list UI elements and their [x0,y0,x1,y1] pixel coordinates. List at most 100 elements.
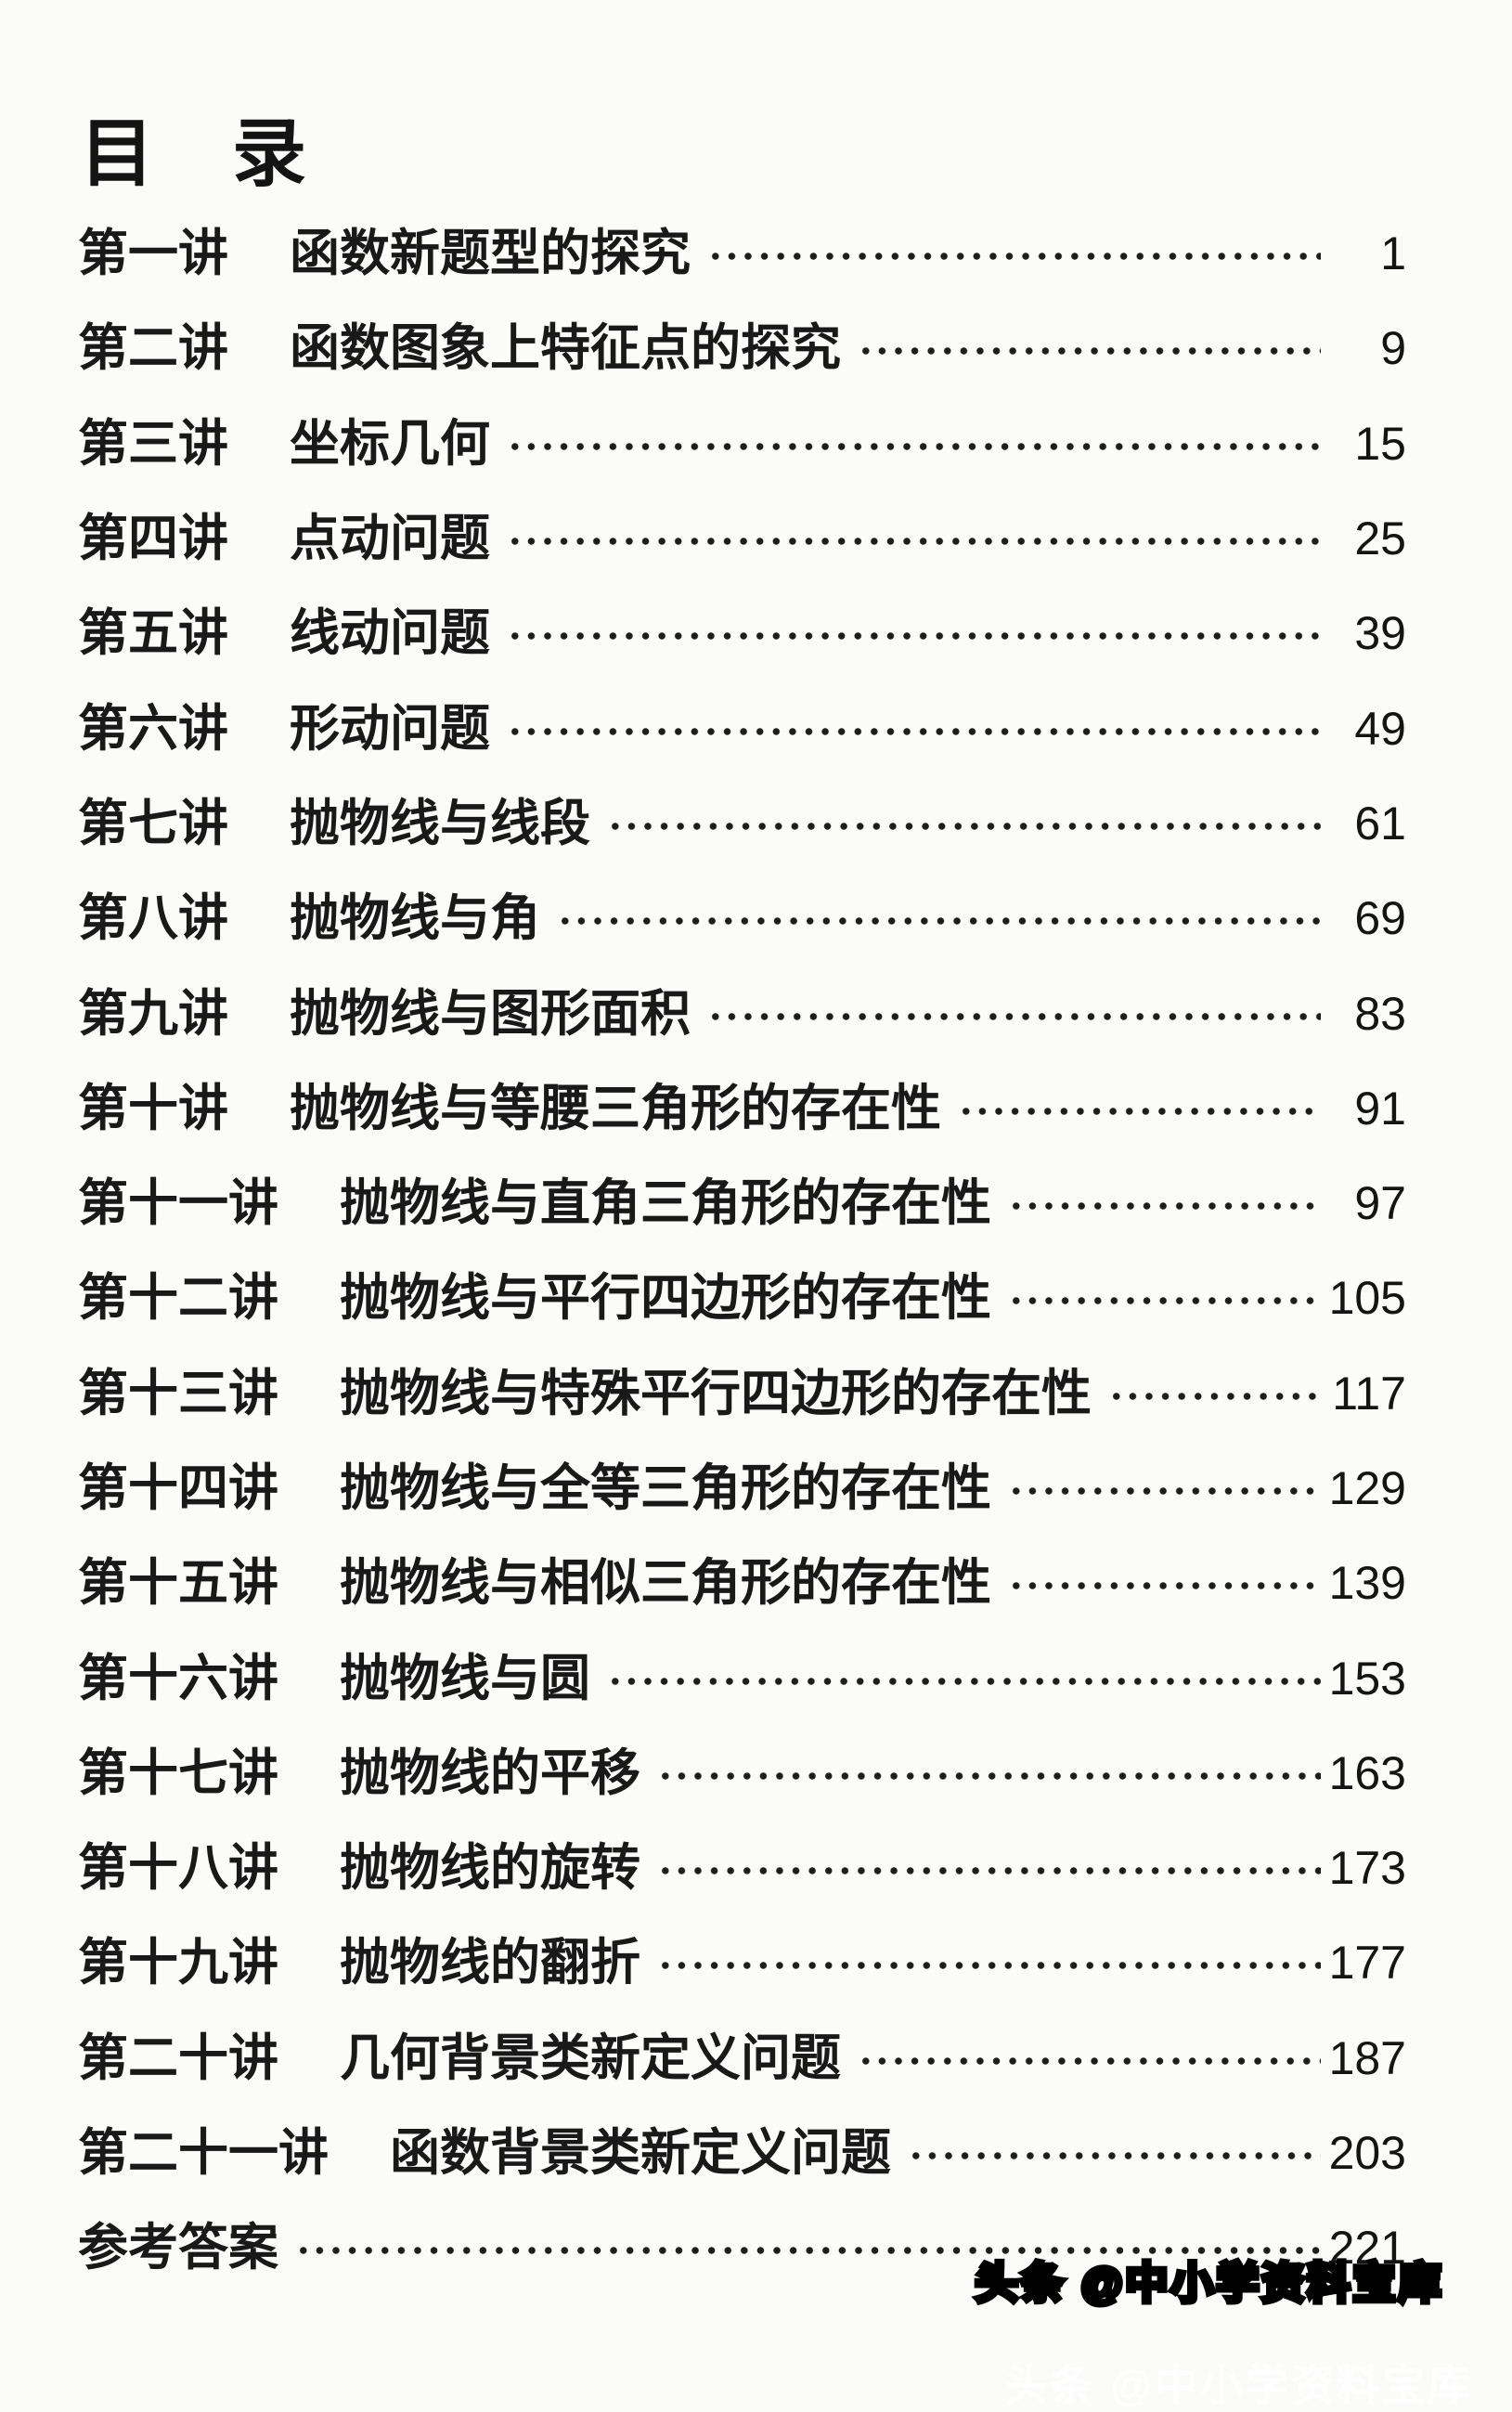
toc-entry-title: 抛物线与角 [290,890,540,947]
watermark-footer: 头条 @中小学资料宝库 头条 @中小学资料宝库 [973,2256,1473,2412]
toc-entry: 第十七讲 抛物线的平移 163 [78,1726,1406,1821]
toc-dot-leader [657,1770,1321,1782]
toc-entry-title: 抛物线与全等三角形的存在性 [340,1460,991,1516]
toc-entry-label: 第十八讲 [78,1840,278,1897]
toc-dot-leader [958,1105,1321,1117]
toc-dot-leader [295,2245,1321,2257]
toc-entry: 第九讲 抛物线与图形面积 83 [78,966,1406,1060]
toc-entry-title: 抛物线与平行四边形的存在性 [340,1270,991,1327]
toc-entry-label: 第十七讲 [78,1744,278,1801]
toc-entry-page: 15 [1354,417,1406,470]
toc-entry-label: 第一讲 [78,226,228,282]
toc-entry-page: 153 [1328,1652,1406,1705]
toc-entry: 第十二讲 抛物线与平行四边形的存在性 105 [78,1251,1406,1345]
toc-entry-page: 163 [1328,1746,1406,1799]
toc-entry: 第七讲 抛物线与线段 61 [78,776,1406,871]
toc-entry-page: 61 [1354,797,1406,849]
toc-entry: 第十九讲 抛物线的翻折 177 [78,1915,1406,2010]
toc-entry: 第三讲 坐标几何 15 [78,396,1406,491]
toc-entry-page: 187 [1328,2031,1406,2084]
toc-entry-page: 25 [1354,512,1406,565]
toc-entry-title: 函数新题型的探究 [290,226,691,282]
toc-list: 第一讲 函数新题型的探究 1 第二讲 函数图象上特征点的探究 9 第三讲 坐标几… [78,206,1406,2296]
toc-entry: 第十一讲 抛物线与直角三角形的存在性 97 [78,1156,1406,1251]
toc-entry: 第四讲 点动问题 25 [78,491,1406,586]
toc-dot-leader [607,820,1321,832]
toc-entry-title: 抛物线与特殊平行四边形的存在性 [340,1365,1092,1421]
toc-dot-leader [557,915,1321,927]
toc-dot-leader [607,1675,1321,1687]
toc-dot-leader [507,630,1321,642]
toc-entry-page: 173 [1328,1842,1406,1895]
toc-entry-label: 第十九讲 [78,1935,278,1991]
toc-entry-label: 第七讲 [78,795,228,851]
toc-entry-label: 第九讲 [78,985,228,1042]
toc-entry: 第十三讲 抛物线与特殊平行四边形的存在性 117 [78,1346,1406,1441]
page-title: 目 录 [80,111,308,195]
toc-dot-leader [1008,1295,1321,1307]
toc-entry-page: 83 [1354,987,1406,1040]
toc-entry-title: 坐标几何 [290,415,490,472]
toc-entry-label: 第二十讲 [78,2029,278,2086]
toc-entry-title: 抛物线的平移 [340,1744,640,1801]
toc-entry-page: 69 [1354,892,1406,945]
toc-entry-title: 函数背景类新定义问题 [390,2125,891,2182]
toc-entry: 第十六讲 抛物线与圆 153 [78,1630,1406,1725]
toc-entry-page: 1 [1380,227,1406,280]
toc-entry-page: 129 [1328,1462,1406,1514]
toc-dot-leader [858,2055,1321,2067]
toc-entry-title: 抛物线的旋转 [340,1840,640,1897]
toc-dot-leader [507,536,1321,548]
toc-entry: 第十讲 抛物线与等腰三角形的存在性 91 [78,1061,1406,1156]
watermark-footer-text: 头条 @中小学资料宝库 [1004,2361,1473,2410]
toc-dot-leader [908,2150,1321,2162]
toc-entry-label: 第十四讲 [78,1460,278,1516]
toc-entry-page: 139 [1328,1557,1406,1610]
toc-dot-leader [1008,1200,1321,1212]
toc-entry-label: 第十五讲 [78,1555,278,1612]
toc-entry-title: 点动问题 [290,511,490,567]
toc-entry-page: 49 [1354,702,1406,755]
toc-entry-page: 203 [1328,2127,1406,2180]
toc-entry-label: 第十三讲 [78,1365,278,1421]
toc-dot-leader [1008,1485,1321,1497]
toc-entry-title: 形动问题 [290,700,490,757]
toc-entry: 第一讲 函数新题型的探究 1 [78,206,1406,301]
toc-entry-label: 第五讲 [78,605,228,662]
toc-dot-leader [507,440,1321,452]
toc-dot-leader [858,345,1321,357]
toc-entry-page: 39 [1354,607,1406,660]
toc-entry-title: 抛物线的翻折 [340,1935,640,1991]
toc-dot-leader [707,1010,1321,1022]
toc-entry: 第二十一讲 函数背景类新定义问题 203 [78,2106,1406,2200]
toc-entry-label: 第三讲 [78,415,228,472]
toc-entry-title: 线动问题 [290,605,490,662]
toc-entry: 第十四讲 抛物线与全等三角形的存在性 129 [78,1441,1406,1536]
toc-entry-label: 第四讲 [78,511,228,567]
toc-entry-title: 抛物线与圆 [340,1650,590,1706]
toc-entry-title: 抛物线与相似三角形的存在性 [340,1555,991,1612]
toc-entry-label: 第十二讲 [78,1270,278,1327]
toc-entry-page: 97 [1354,1177,1406,1230]
toc-dot-leader [507,725,1321,737]
toc-entry-page: 91 [1354,1082,1406,1135]
toc-entry-title: 函数图象上特征点的探究 [290,320,841,377]
toc-dot-leader [657,1865,1321,1877]
toc-entry: 第二十讲 几何背景类新定义问题 187 [78,2011,1406,2106]
toc-entry-title: 抛物线与线段 [290,795,590,851]
toc-entry-label: 第十六讲 [78,1650,278,1706]
toc-entry-label: 第十讲 [78,1080,228,1136]
toc-entry-page: 117 [1332,1367,1406,1420]
toc-entry: 第六讲 形动问题 49 [78,681,1406,775]
toc-entry-title: 参考答案 [78,2220,278,2276]
toc-dot-leader [1108,1390,1321,1402]
toc-entry-label: 第十一讲 [78,1175,278,1232]
toc-entry: 第十八讲 抛物线的旋转 173 [78,1821,1406,1915]
toc-dot-leader [657,1960,1321,1972]
watermark-footer-outline: 头条 @中小学资料宝库 [973,2256,1444,2310]
toc-entry-page: 105 [1328,1272,1406,1325]
toc-entry: 第五讲 线动问题 39 [78,586,1406,681]
toc-entry-label: 第二讲 [78,320,228,377]
toc-entry-label: 第六讲 [78,700,228,757]
toc-entry-title: 抛物线与图形面积 [290,985,691,1042]
